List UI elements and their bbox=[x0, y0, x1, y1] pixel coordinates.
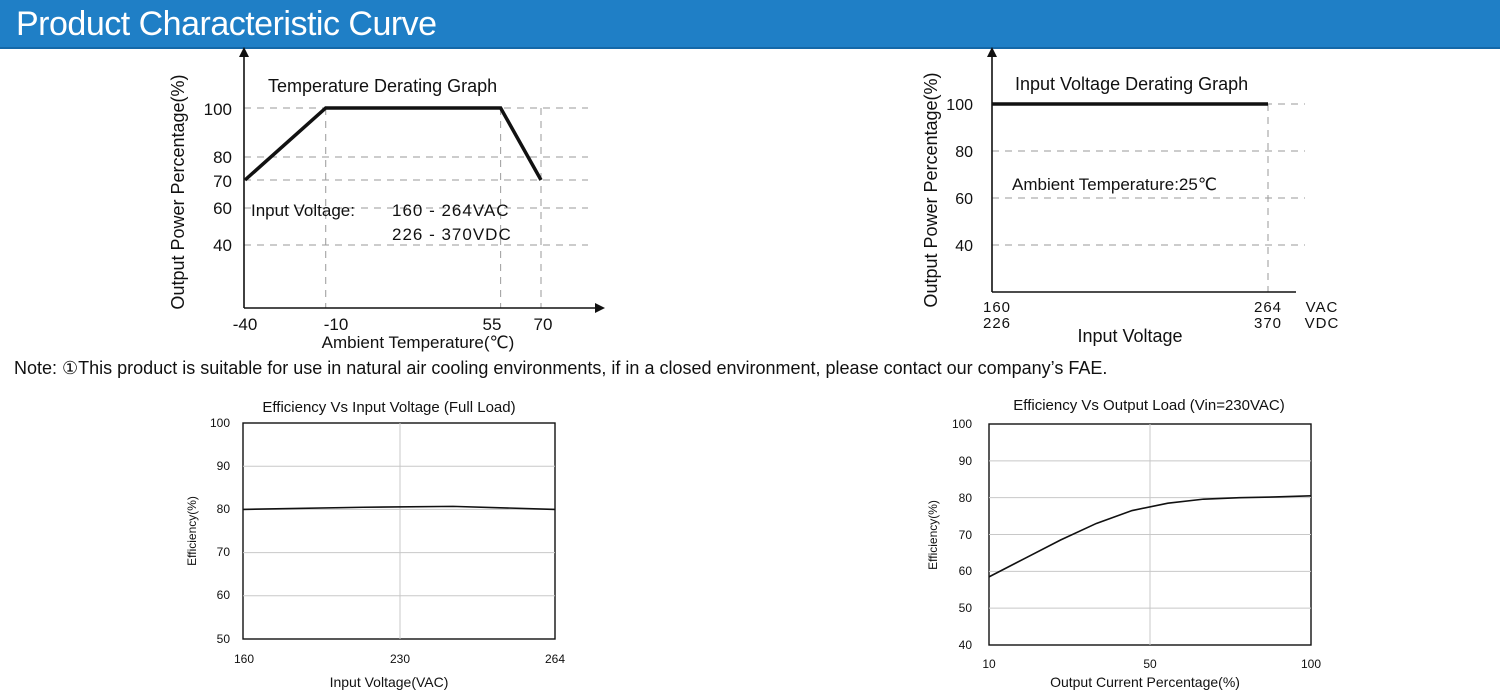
y-axis-label: Output Power Percentage(%) bbox=[168, 74, 188, 309]
chart-title: Temperature Derating Graph bbox=[268, 76, 497, 96]
series-line bbox=[242, 505, 556, 511]
x-tick-label: 264 bbox=[545, 652, 565, 666]
x-axis-label: Input Voltage bbox=[1077, 326, 1182, 346]
y-tick-label: 50 bbox=[217, 632, 231, 646]
grid bbox=[244, 107, 588, 308]
page-title: Product Characteristic Curve bbox=[16, 5, 437, 43]
series-line bbox=[243, 106, 543, 182]
x-axis-label: Input Voltage(VAC) bbox=[330, 674, 449, 690]
chart-title: Input Voltage Derating Graph bbox=[1015, 74, 1248, 94]
x-unit-label: VAC bbox=[1306, 299, 1339, 316]
annotation-line: 226 - 370VDC bbox=[392, 225, 512, 244]
y-tick-label: 100 bbox=[204, 100, 232, 119]
x-tick-label: -10 bbox=[324, 315, 349, 334]
y-tick-label: 50 bbox=[959, 601, 973, 615]
y-tick-label: 80 bbox=[217, 502, 231, 516]
x-tick-label: 10 bbox=[982, 657, 996, 671]
y-tick-label: 80 bbox=[213, 148, 232, 167]
y-axis-label: Output Power Percentage(%) bbox=[921, 72, 941, 307]
x-tick-label: 55 bbox=[483, 315, 502, 334]
y-tick-label: 100 bbox=[952, 417, 972, 431]
y-axis-label: Efficiency(%) bbox=[926, 500, 940, 570]
header-banner: Product Characteristic Curve bbox=[0, 0, 1500, 49]
grid bbox=[243, 423, 555, 639]
note-text: Note: ①This product is suitable for use … bbox=[14, 358, 1108, 378]
efficiency-vs-input-voltage-chart: Efficiency Vs Input Voltage (Full Load) … bbox=[185, 399, 565, 690]
x-tick-label: 160 bbox=[983, 299, 1011, 316]
efficiency-vs-output-load-chart: Efficiency Vs Output Load (Vin=230VAC) E… bbox=[926, 397, 1321, 690]
y-tick-label: 70 bbox=[959, 528, 973, 542]
y-tick-label: 100 bbox=[946, 97, 973, 114]
x-tick-label: 230 bbox=[390, 652, 410, 666]
x-axis-label: Ambient Temperature(℃) bbox=[322, 333, 515, 352]
y-tick-label: 90 bbox=[217, 459, 231, 473]
y-tick-label: 60 bbox=[959, 564, 973, 578]
y-tick-label: 70 bbox=[213, 172, 232, 191]
annotation-label: Input Voltage: bbox=[251, 201, 355, 220]
x-tick-label: 370 bbox=[1254, 315, 1282, 332]
y-axis-label: Efficiency(%) bbox=[185, 496, 199, 566]
y-tick-label: 60 bbox=[955, 191, 973, 208]
grid bbox=[989, 424, 1311, 645]
y-tick-label: 100 bbox=[210, 416, 230, 430]
input-voltage-derating-chart: Input Voltage Derating Graph Output Powe… bbox=[921, 47, 1340, 346]
y-tick-label: 60 bbox=[217, 588, 231, 602]
annotation-line: 160 - 264VAC bbox=[392, 201, 510, 220]
x-tick-label: 226 bbox=[983, 315, 1011, 332]
chart-title: Efficiency Vs Input Voltage (Full Load) bbox=[262, 399, 515, 416]
y-tick-label: 80 bbox=[955, 144, 973, 161]
y-tick-label: 60 bbox=[213, 199, 232, 218]
x-tick-label: 50 bbox=[1143, 657, 1157, 671]
y-tick-label: 40 bbox=[213, 236, 232, 255]
y-tick-label: 80 bbox=[959, 491, 973, 505]
series-line bbox=[988, 495, 1312, 578]
x-tick-label: -40 bbox=[233, 315, 258, 334]
x-tick-label: 70 bbox=[534, 315, 553, 334]
x-tick-label: 160 bbox=[234, 652, 254, 666]
x-tick-label: 264 bbox=[1254, 299, 1282, 316]
y-tick-label: 70 bbox=[217, 545, 231, 559]
x-tick-label: 100 bbox=[1301, 657, 1321, 671]
x-axis-label: Output Current Percentage(%) bbox=[1050, 674, 1240, 690]
chart-title: Efficiency Vs Output Load (Vin=230VAC) bbox=[1013, 397, 1284, 414]
y-tick-label: 40 bbox=[955, 238, 973, 255]
x-unit-label: VDC bbox=[1305, 315, 1340, 332]
y-tick-label: 40 bbox=[959, 638, 973, 652]
grid bbox=[992, 103, 1305, 292]
temperature-derating-chart: Temperature Derating Graph Output Power … bbox=[168, 47, 605, 352]
plot-frame bbox=[242, 422, 556, 640]
y-tick-label: 90 bbox=[959, 454, 973, 468]
annotation: Ambient Temperature:25℃ bbox=[1012, 175, 1217, 194]
